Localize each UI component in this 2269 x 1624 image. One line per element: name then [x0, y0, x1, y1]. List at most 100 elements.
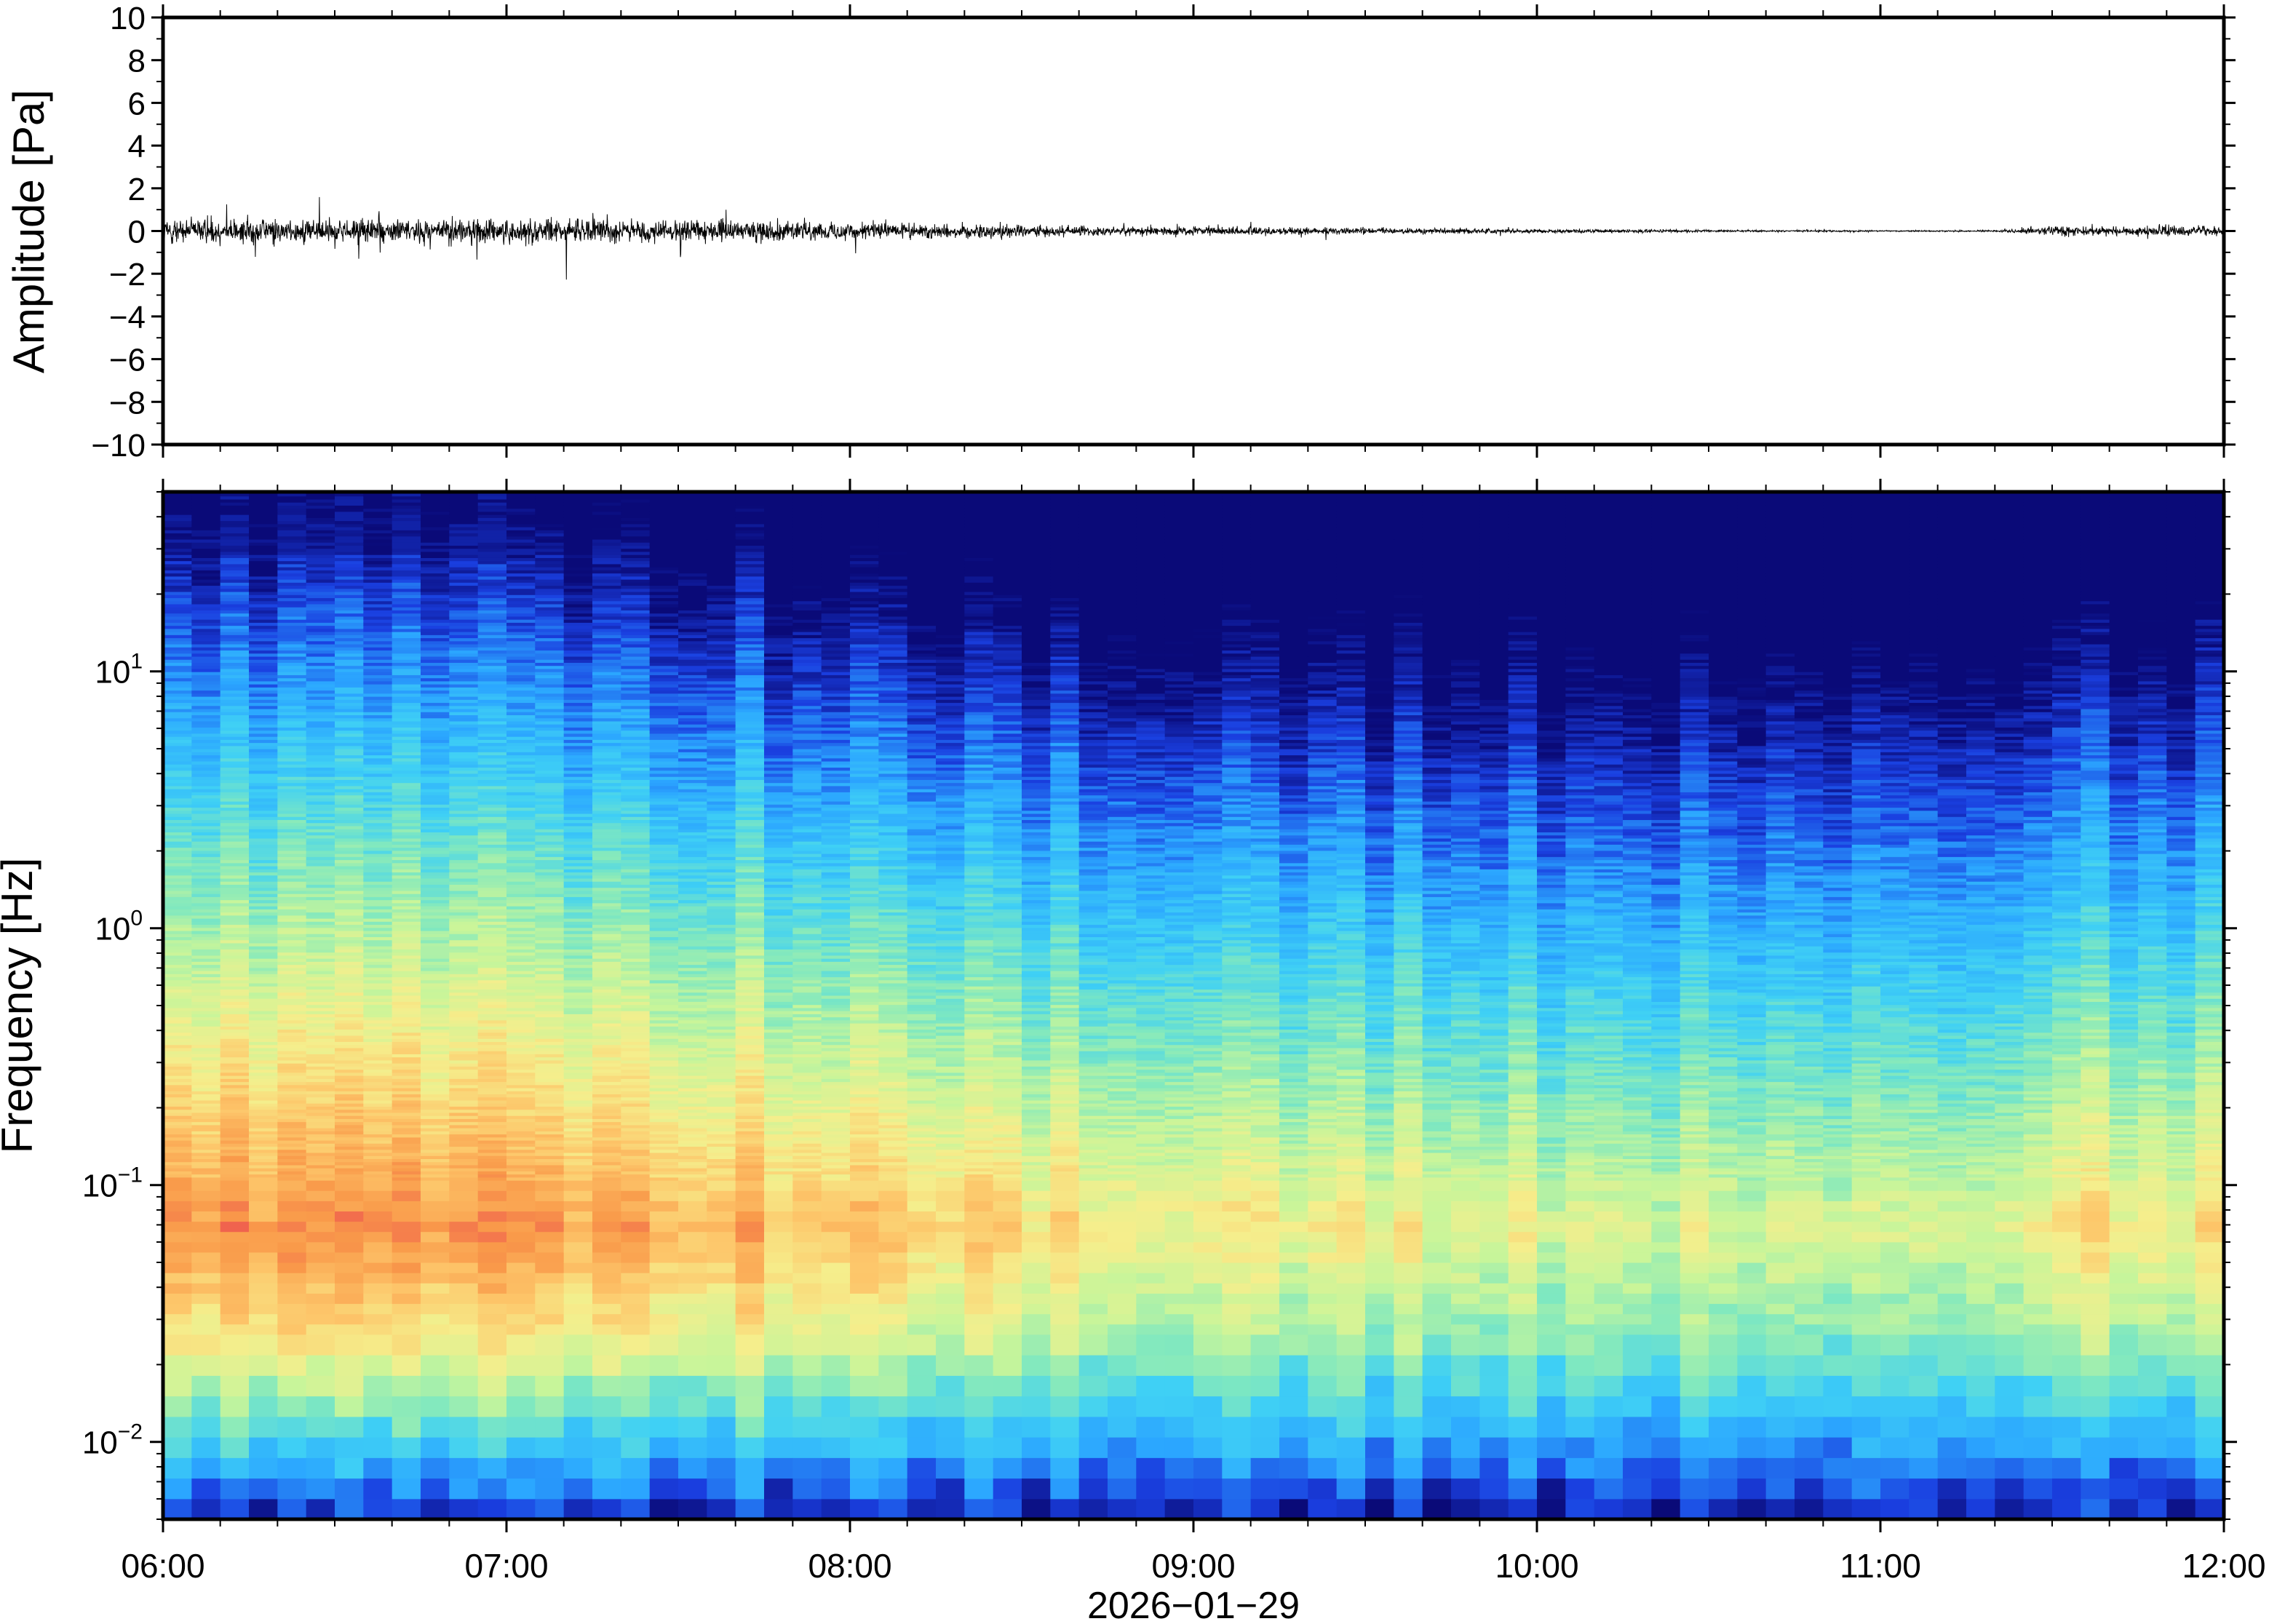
- spectrogram-cell: [421, 690, 450, 694]
- spectrogram-cell: [535, 656, 565, 660]
- spectrogram-cell: [306, 1262, 335, 1273]
- spectrogram-cell: [592, 1137, 621, 1141]
- spectrogram-cell: [506, 696, 536, 700]
- spectrogram-cell: [592, 1075, 621, 1079]
- spectrogram-cell: [392, 1026, 421, 1030]
- spectrogram-cell: [592, 958, 621, 962]
- spectrogram-cell: [592, 1174, 621, 1178]
- spectrogram-cell: [506, 976, 536, 981]
- spectrogram-cell: [220, 739, 250, 744]
- spectrogram-cell: [649, 579, 679, 583]
- spectrogram-cell: [477, 1044, 507, 1048]
- spectrogram-cell: [563, 1109, 593, 1113]
- spectrogram-cell: [449, 974, 479, 978]
- spectrogram-cell: [306, 523, 335, 528]
- spectrogram-cell: [535, 1103, 565, 1107]
- spectrogram-cell: [191, 514, 221, 518]
- spectrogram-cell: [335, 523, 364, 528]
- spectrogram-cell: [191, 1211, 221, 1222]
- spectrogram-cell: [335, 727, 364, 731]
- spectrogram-cell: [449, 893, 479, 897]
- spectrogram-cell: [477, 538, 507, 543]
- spectrogram-cell: [306, 597, 335, 602]
- spectrogram-cell: [277, 1014, 307, 1018]
- spectrogram-cell: [277, 779, 307, 784]
- spectrogram-cell: [592, 875, 621, 879]
- spectrogram-cell: [220, 557, 250, 562]
- spectrogram-cell: [621, 730, 651, 734]
- spectrogram-cell: [306, 1161, 335, 1166]
- spectrogram-cell: [220, 887, 250, 891]
- spectrogram-cell: [163, 1231, 192, 1243]
- spectrogram-cell: [163, 770, 192, 774]
- spectrogram-cell: [306, 1137, 335, 1141]
- spectrogram-cell: [649, 825, 679, 829]
- spectrogram-cell: [707, 998, 736, 1002]
- spectrogram-cell: [449, 829, 479, 832]
- spectrogram-cell: [163, 1103, 192, 1107]
- spectrogram-cell: [249, 1190, 278, 1201]
- spectrogram-cell: [277, 970, 307, 974]
- spectrogram-cell: [535, 619, 565, 623]
- spectrogram-cell: [563, 622, 593, 626]
- spectrogram-cell: [649, 542, 679, 546]
- spectrogram-cell: [535, 717, 565, 722]
- spectrogram-cell: [220, 797, 250, 802]
- spectrogram-cell: [191, 632, 221, 635]
- spectrogram-cell: [249, 795, 278, 799]
- spectrogram-cell: [477, 517, 507, 522]
- spectrogram-cell: [392, 1112, 421, 1116]
- spectrogram-cell: [363, 847, 393, 851]
- spectrogram-cell: [563, 869, 593, 873]
- spectrogram-cell: [191, 924, 221, 928]
- spectrogram-cell: [335, 1273, 364, 1283]
- spectrogram-cell: [621, 1177, 651, 1181]
- spectrogram-cell: [506, 1201, 536, 1211]
- spectrogram-cell: [249, 545, 278, 549]
- spectrogram-cell: [421, 1094, 450, 1098]
- spectrogram-cell: [335, 520, 364, 525]
- spectrogram-cell: [506, 563, 536, 568]
- spectrogram-cell: [649, 853, 679, 857]
- spectrogram-cell: [592, 739, 621, 744]
- spectrogram-cell: [449, 1149, 479, 1153]
- spectrogram-cell: [363, 613, 393, 617]
- spectrogram-cell: [563, 1139, 593, 1144]
- spectrogram-cell: [421, 585, 450, 589]
- waveform-y-tick-label: 2: [128, 172, 146, 207]
- spectrogram-cell: [421, 600, 450, 605]
- spectrogram-cell: [191, 906, 221, 909]
- spectrogram-cell: [163, 865, 192, 869]
- spectrogram-cell: [449, 785, 479, 789]
- waveform-frame: [161, 15, 2226, 447]
- spectrogram-cell: [535, 1038, 565, 1043]
- spectrogram-cell: [506, 906, 536, 909]
- spectrogram-cell: [363, 807, 393, 811]
- spectrogram-cell: [592, 1283, 621, 1294]
- spectrogram-cell: [535, 1273, 565, 1283]
- spectrogram-cell: [335, 665, 364, 669]
- spectrogram-cell: [449, 591, 479, 595]
- spectrogram-cell: [363, 1375, 393, 1397]
- spectrogram-cell: [191, 974, 221, 978]
- spectrogram-cell: [191, 1091, 221, 1095]
- spectrogram-cell: [477, 1029, 507, 1033]
- spectrogram-cell: [421, 955, 450, 959]
- spectrogram-cell: [678, 760, 707, 765]
- spectrogram-cell: [678, 832, 707, 836]
- spectrogram-cell: [392, 835, 421, 839]
- spectrogram-cell: [277, 1139, 307, 1144]
- spectrogram-cell: [649, 1155, 679, 1159]
- spectrogram-cell: [506, 607, 536, 610]
- spectrogram-cell: [277, 493, 307, 497]
- spectrogram-cell: [477, 696, 507, 700]
- spectrogram-cell: [335, 906, 364, 909]
- spectrogram-cell: [449, 967, 479, 971]
- spectrogram-cell: [421, 1056, 450, 1061]
- spectrogram-cell: [392, 773, 421, 777]
- spectrogram-cell: [449, 739, 479, 744]
- spectrogram-cell: [477, 1137, 507, 1141]
- spectrogram-cell: [707, 1177, 736, 1181]
- spectrogram-cell: [163, 745, 192, 749]
